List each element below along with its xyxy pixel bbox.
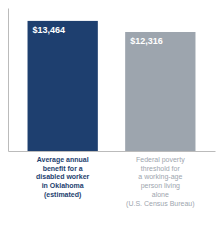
y-axis-line [8,9,9,152]
x-tick-label: Average annualbenefit for adisabled work… [36,156,90,199]
x-tick: Federal povertythreshold fora working-ag… [126,156,194,208]
x-tick-label-line: Federal poverty [136,156,185,164]
plot: Average annualbenefit for adisabled work… [9,9,216,208]
bar [28,21,98,151]
data-label: $13,464 [33,25,66,35]
x-tick-label-line: a working-age [138,173,182,181]
x-tick-label-line: Average annual [37,156,89,164]
x-tick-label-line: person living [141,182,180,190]
bar [125,32,195,151]
data-labels: $13,464 $12,316 [33,25,163,46]
x-axis: Average annualbenefit for adisabled work… [9,152,216,208]
x-tick-label-line: disabled worker [36,173,90,180]
data-label: $12,316 [130,36,163,46]
bars [28,21,196,151]
x-tick-label-line: benefit for a [43,165,83,172]
x-axis-line [9,151,216,152]
x-tick: Average annualbenefit for adisabled work… [36,156,90,199]
x-tick-label: Federal povertythreshold fora working-ag… [126,156,194,208]
chart: Average annualbenefit for adisabled work… [0,0,223,225]
x-tick-label-line: alone [152,191,169,198]
x-tick-label-line: in Oklahoma [42,182,84,189]
x-tick-label-line: (estimated) [44,191,81,199]
y-axis [8,9,9,152]
x-tick-label-line: threshold for [141,165,181,172]
x-tick-label-line: (U.S. Census Bureau) [126,200,194,208]
